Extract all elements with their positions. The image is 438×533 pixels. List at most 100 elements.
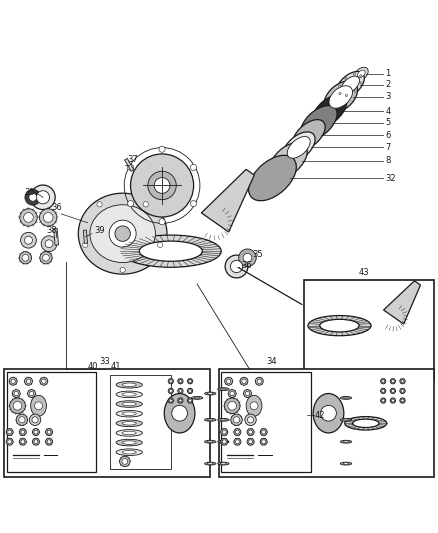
- Circle shape: [178, 398, 183, 403]
- Circle shape: [131, 154, 194, 217]
- Circle shape: [233, 417, 240, 423]
- Ellipse shape: [343, 397, 349, 399]
- Circle shape: [360, 75, 362, 77]
- Circle shape: [191, 200, 197, 207]
- Ellipse shape: [139, 241, 202, 261]
- Ellipse shape: [218, 440, 229, 443]
- Circle shape: [381, 378, 386, 384]
- Text: 41: 41: [110, 362, 121, 371]
- Polygon shape: [124, 158, 134, 171]
- Circle shape: [45, 240, 53, 248]
- Circle shape: [41, 236, 57, 252]
- Ellipse shape: [287, 136, 310, 158]
- Circle shape: [392, 399, 394, 402]
- Circle shape: [19, 438, 26, 445]
- Circle shape: [46, 429, 53, 435]
- Circle shape: [148, 171, 176, 200]
- Text: 4: 4: [385, 107, 391, 116]
- Ellipse shape: [320, 319, 359, 332]
- Ellipse shape: [353, 419, 379, 427]
- Circle shape: [170, 390, 172, 392]
- Circle shape: [240, 377, 248, 385]
- Circle shape: [189, 399, 191, 402]
- Ellipse shape: [313, 393, 344, 433]
- Circle shape: [31, 185, 55, 209]
- Text: 7: 7: [385, 143, 391, 152]
- Circle shape: [401, 399, 404, 402]
- Ellipse shape: [300, 106, 337, 140]
- Circle shape: [230, 260, 243, 273]
- Text: 5: 5: [385, 118, 391, 127]
- Circle shape: [172, 405, 187, 421]
- Circle shape: [19, 417, 25, 423]
- Ellipse shape: [246, 395, 262, 416]
- Bar: [110, 375, 171, 469]
- Circle shape: [25, 377, 32, 385]
- Circle shape: [345, 77, 347, 79]
- Circle shape: [29, 414, 41, 425]
- Ellipse shape: [340, 397, 352, 399]
- Circle shape: [236, 430, 239, 434]
- Circle shape: [39, 209, 57, 226]
- Ellipse shape: [205, 462, 216, 465]
- Circle shape: [32, 438, 39, 445]
- Ellipse shape: [308, 316, 371, 336]
- Ellipse shape: [116, 382, 142, 388]
- Circle shape: [170, 399, 172, 402]
- Ellipse shape: [283, 132, 315, 163]
- Ellipse shape: [122, 441, 136, 445]
- Circle shape: [191, 164, 197, 171]
- Circle shape: [260, 438, 267, 445]
- Circle shape: [381, 398, 386, 403]
- Circle shape: [36, 191, 49, 204]
- Circle shape: [29, 391, 34, 395]
- Ellipse shape: [220, 389, 226, 390]
- Circle shape: [13, 401, 22, 410]
- Circle shape: [46, 438, 53, 445]
- Circle shape: [6, 438, 13, 445]
- Circle shape: [179, 390, 182, 392]
- Ellipse shape: [324, 81, 357, 113]
- Text: 35: 35: [24, 188, 35, 197]
- Circle shape: [249, 440, 252, 443]
- Circle shape: [6, 429, 13, 435]
- Text: 6: 6: [385, 131, 391, 140]
- Circle shape: [400, 398, 405, 403]
- Text: 35: 35: [252, 250, 262, 259]
- Ellipse shape: [122, 450, 136, 454]
- Ellipse shape: [312, 94, 347, 127]
- Ellipse shape: [269, 142, 307, 179]
- Circle shape: [262, 430, 265, 434]
- Circle shape: [143, 201, 148, 207]
- Bar: [4, 369, 210, 477]
- Text: 42: 42: [314, 411, 325, 420]
- Circle shape: [382, 399, 385, 402]
- Circle shape: [221, 429, 228, 435]
- Circle shape: [390, 378, 396, 384]
- Circle shape: [10, 398, 25, 414]
- Circle shape: [189, 380, 191, 383]
- Text: 34: 34: [266, 357, 277, 366]
- Ellipse shape: [220, 463, 226, 464]
- Ellipse shape: [207, 393, 213, 394]
- Ellipse shape: [122, 383, 136, 386]
- Circle shape: [247, 417, 254, 423]
- Circle shape: [25, 189, 41, 205]
- Ellipse shape: [116, 401, 142, 407]
- Ellipse shape: [205, 440, 216, 443]
- Ellipse shape: [122, 422, 136, 425]
- Circle shape: [154, 177, 170, 193]
- Text: 3: 3: [385, 93, 391, 101]
- Circle shape: [260, 429, 267, 435]
- Circle shape: [401, 380, 404, 383]
- Ellipse shape: [336, 71, 364, 98]
- Circle shape: [187, 398, 193, 403]
- Circle shape: [21, 440, 25, 443]
- Circle shape: [400, 388, 405, 393]
- Bar: [221, 373, 311, 472]
- Circle shape: [228, 401, 237, 410]
- Circle shape: [221, 438, 228, 445]
- Text: 36: 36: [52, 203, 63, 212]
- Ellipse shape: [116, 420, 142, 426]
- Bar: [7, 373, 96, 472]
